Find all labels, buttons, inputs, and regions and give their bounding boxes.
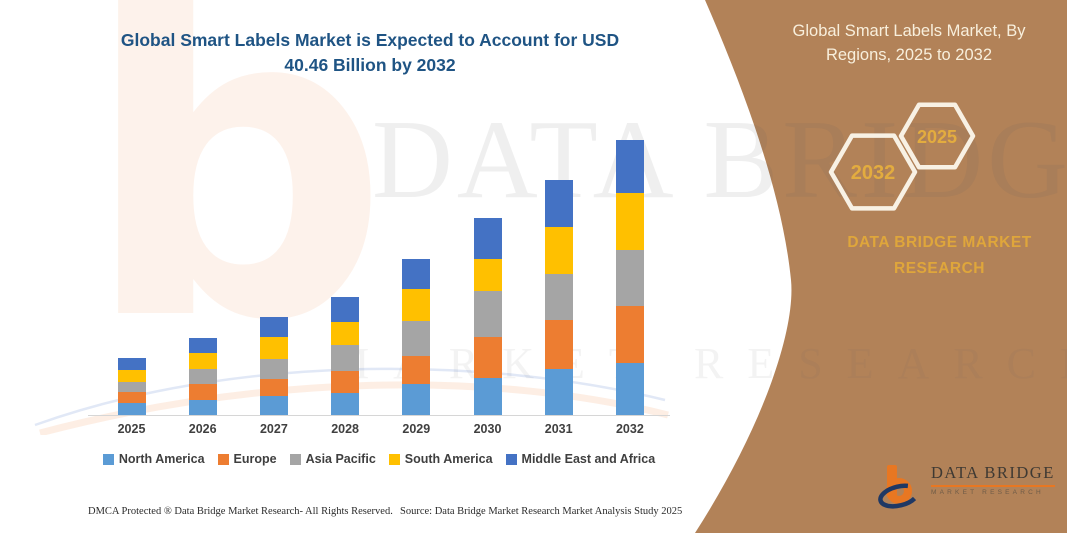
bar-2025	[117, 357, 146, 415]
bar-2032	[615, 139, 644, 415]
legend-swatch-europe	[217, 453, 229, 465]
legend-item-south-america: South America	[388, 452, 493, 466]
x-axis-label-2028: 2028	[331, 422, 359, 436]
bar-2031	[544, 179, 573, 415]
bar-segment-2025-middle-east-and-africa	[117, 357, 146, 371]
bar-segment-2025-asia-pacific	[117, 381, 146, 392]
bar-segment-2030-middle-east-and-africa	[473, 217, 502, 259]
bar-2027	[259, 317, 288, 415]
legend-label-south-america: South America	[404, 452, 493, 466]
bar-segment-2025-south-america	[117, 370, 146, 382]
chart-legend: North America Europe Asia Pacific South Ame…	[88, 452, 670, 466]
bar-segment-2028-north-america	[331, 392, 360, 415]
bar-segment-2028-europe	[331, 370, 360, 393]
legend-label-middle-east-and-africa: Middle East and Africa	[521, 452, 656, 466]
bar-segment-2032-north-america	[615, 362, 644, 415]
panel-title-line1: Global Smart Labels Market, By	[792, 22, 1026, 40]
bar-segment-2029-north-america	[402, 383, 431, 415]
bar-segment-2027-europe	[259, 378, 288, 396]
bar-segment-2031-north-america	[544, 368, 573, 415]
legend-swatch-middle-east-and-africa	[505, 453, 517, 465]
footer-dmca-text: DMCA Protected ® Data Bridge Market Rese…	[88, 506, 393, 517]
bar-segment-2030-europe	[473, 336, 502, 378]
legend-item-europe: Europe	[217, 452, 277, 466]
bar-segment-2025-europe	[117, 391, 146, 403]
bar-segment-2031-asia-pacific	[544, 274, 573, 320]
logo-name: DATA BRIDGE	[931, 463, 1055, 482]
legend-swatch-asia-pacific	[289, 453, 301, 465]
bar-segment-2027-south-america	[259, 336, 288, 360]
bar-segment-2025-north-america	[117, 402, 146, 415]
x-axis-label-2027: 2027	[259, 422, 288, 436]
panel-title: Global Smart Labels Market, By Regions, …	[775, 20, 1043, 68]
hexagon-2032-label: 2032	[851, 162, 896, 184]
hexagon-2025-label: 2025	[917, 127, 957, 147]
bar-segment-2030-north-america	[473, 377, 502, 415]
bar-2029	[402, 259, 431, 415]
legend-swatch-north-america	[102, 453, 114, 465]
x-axis: 2025 2026 2027 2028 2029 2030 2031 2032	[88, 422, 670, 440]
x-axis-label-2030: 2030	[473, 422, 502, 436]
bar-segment-2032-middle-east-and-africa	[615, 139, 644, 194]
legend-item-north-america: North America	[102, 452, 205, 466]
bar-segment-2029-south-america	[402, 288, 431, 321]
bar-segment-2031-europe	[544, 319, 573, 369]
bar-segment-2031-middle-east-and-africa	[544, 179, 573, 227]
logo-subtitle: MARKET RESEARCH	[931, 489, 1044, 496]
legend-label-north-america: North America	[118, 452, 205, 466]
bar-segment-2029-asia-pacific	[402, 320, 431, 356]
bar-segment-2027-north-america	[259, 395, 288, 415]
bar-segment-2027-asia-pacific	[259, 359, 288, 379]
bar-segment-2030-asia-pacific	[473, 291, 502, 337]
legend-label-europe: Europe	[233, 452, 277, 466]
legend-item-middle-east-and-africa: Middle East and Africa	[505, 452, 656, 466]
bar-segment-2026-middle-east-and-africa	[188, 338, 217, 354]
logo-b-icon	[878, 465, 920, 509]
hexagon-2032: 2032	[828, 133, 918, 211]
x-axis-label-2031: 2031	[544, 422, 573, 436]
bar-2030	[473, 217, 502, 415]
dbmr-logo: DATA BRIDGE MARKET RESEARCH	[878, 463, 1055, 513]
bar-segment-2029-europe	[402, 355, 431, 384]
bar-segment-2027-middle-east-and-africa	[259, 317, 288, 337]
panel-brand-name: DATA BRIDGE MARKET RESEARCH	[847, 234, 1032, 277]
bar-segment-2032-asia-pacific	[615, 250, 644, 307]
bar-segment-2032-europe	[615, 306, 644, 363]
bar-segment-2030-south-america	[473, 258, 502, 292]
bar-segment-2026-north-america	[188, 400, 217, 415]
logo-divider	[931, 485, 1055, 487]
bar-segment-2031-south-america	[544, 226, 573, 275]
x-axis-label-2026: 2026	[188, 422, 217, 436]
bar-segment-2028-middle-east-and-africa	[331, 296, 360, 322]
bar-2026	[188, 338, 217, 415]
chart-title: Global Smart Labels Market is Expected t…	[120, 30, 620, 75]
x-axis-label-2025: 2025	[117, 422, 146, 436]
legend-swatch-south-america	[388, 453, 400, 465]
footer-source-text: Source: Data Bridge Market Research Mark…	[400, 506, 683, 517]
bar-chart	[88, 120, 670, 416]
bar-2028	[331, 296, 360, 415]
legend-label-asia-pacific: Asia Pacific	[305, 452, 376, 466]
bar-segment-2026-europe	[188, 384, 217, 401]
x-axis-label-2029: 2029	[402, 422, 431, 436]
x-axis-label-2032: 2032	[615, 422, 644, 436]
hexagon-2025: 2025	[898, 102, 976, 170]
hexagon-graphic: 2032 2025	[828, 102, 976, 211]
bar-segment-2029-middle-east-and-africa	[402, 259, 431, 289]
bar-segment-2026-asia-pacific	[188, 368, 217, 385]
panel-title-line2: Regions, 2025 to 2032	[825, 45, 993, 64]
bar-segment-2028-asia-pacific	[331, 344, 360, 371]
bar-segment-2028-south-america	[331, 321, 360, 345]
legend-item-asia-pacific: Asia Pacific	[289, 452, 376, 466]
bar-segment-2026-south-america	[188, 353, 217, 369]
bar-segment-2032-south-america	[615, 193, 644, 251]
